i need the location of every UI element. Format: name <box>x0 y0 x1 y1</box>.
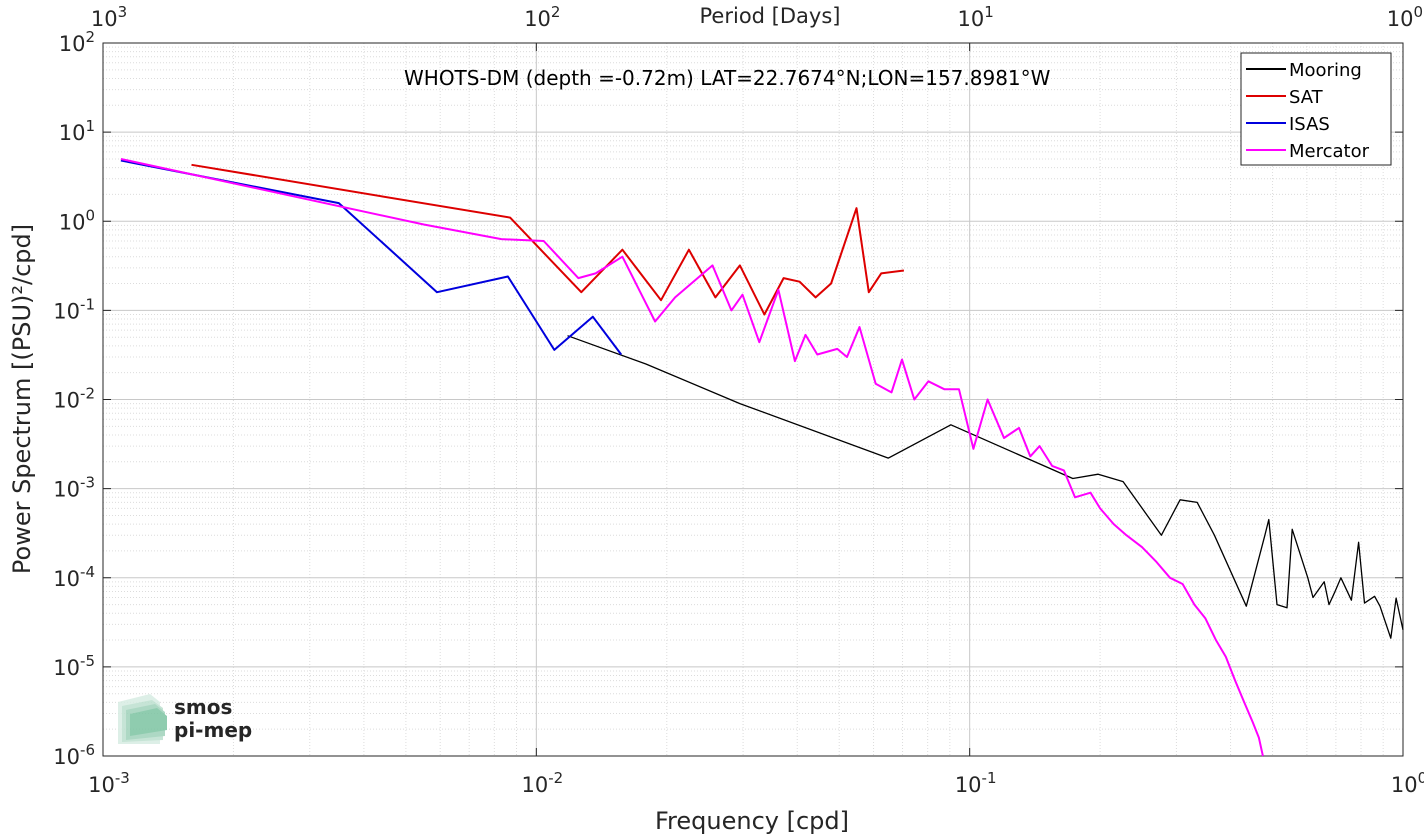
series-line-isas <box>120 159 622 356</box>
series-line-mercator <box>120 158 1264 757</box>
x-tick-label: 10-3 <box>88 769 130 797</box>
logo-line2: pi-mep <box>174 718 252 742</box>
legend-box <box>1240 52 1392 166</box>
y-tick-label: 10-5 <box>53 652 95 680</box>
series-line-sat <box>191 163 905 316</box>
data-series <box>120 158 1404 757</box>
y-axis-label: Power Spectrum [(PSU)²/cpd] <box>8 224 36 574</box>
y-tick-label: 10-1 <box>53 295 95 323</box>
smos-pimep-logo: smos pi-mep <box>118 694 252 744</box>
legend-label-isas: ISAS <box>1289 114 1330 135</box>
grid <box>102 42 1404 757</box>
x2-tick-label: 101 <box>958 3 994 31</box>
logo-icon <box>118 694 167 744</box>
chart-title: WHOTS-DM (depth =-0.72m) LAT=22.7674°N;L… <box>404 66 1051 90</box>
legend: Mooring SAT ISAS Mercator <box>1240 52 1392 166</box>
legend-label-mooring: Mooring <box>1289 60 1362 81</box>
legend-label-sat: SAT <box>1289 87 1324 108</box>
x2-axis-label: Period [Days] <box>700 4 841 28</box>
x-tick-label: 10-1 <box>955 769 997 797</box>
y-tick-label: 10-4 <box>53 563 95 591</box>
logo-line1: smos <box>174 695 232 719</box>
y-tick-label: 10-6 <box>53 741 95 769</box>
x2-tick-label: 103 <box>91 3 127 31</box>
legend-label-mercator: Mercator <box>1289 141 1370 162</box>
y-tick-label: 102 <box>59 28 95 56</box>
x-tick-label: 100 <box>1391 769 1424 797</box>
series-line-mooring <box>567 335 1404 639</box>
y-tick-label: 100 <box>59 206 95 234</box>
x2-tick-label: 102 <box>524 3 560 31</box>
y-tick-label: 10-2 <box>53 385 95 413</box>
x-axis-label: Frequency [cpd] <box>655 807 849 834</box>
y-tick-label: 10-3 <box>53 474 95 502</box>
axis-ticks: 10-3 103 10-2 102 10-1 101 100 100 10-6 10-5 10-4 1… <box>53 3 1424 797</box>
y-tick-label: 101 <box>59 117 95 145</box>
x-tick-label: 10-2 <box>521 769 563 797</box>
x2-tick-label: 100 <box>1387 3 1423 31</box>
